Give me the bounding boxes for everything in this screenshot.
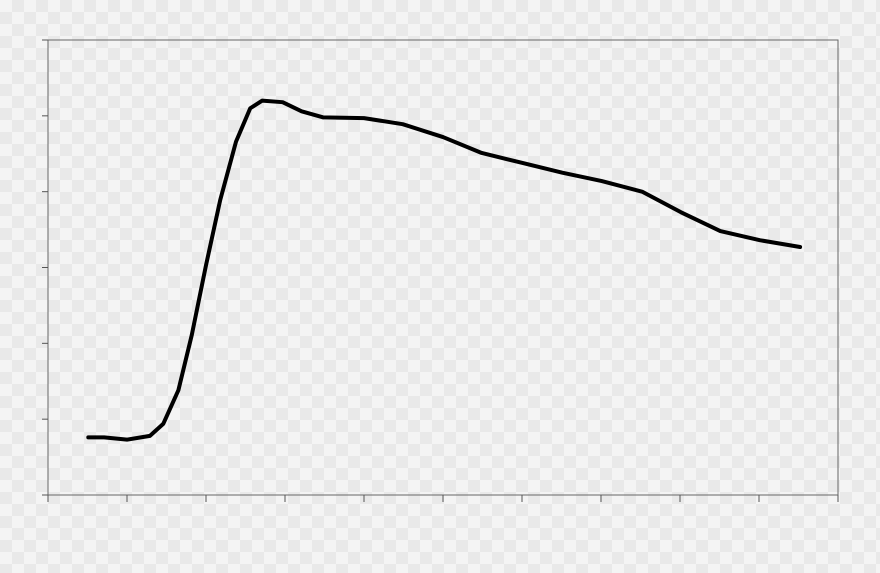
plot-frame bbox=[47, 39, 839, 496]
data-line bbox=[86, 98, 803, 442]
